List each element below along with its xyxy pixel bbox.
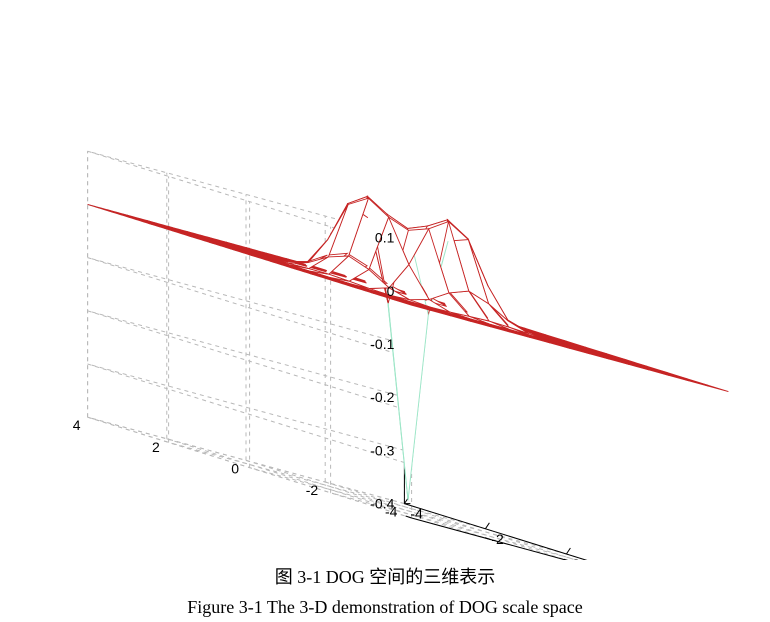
z-tick-label: 0.1: [375, 230, 395, 246]
z-grid-line: [87, 363, 405, 451]
floor-grid-line: [330, 492, 579, 560]
y-axis-line: [411, 517, 568, 560]
surface-cell: [87, 203, 128, 217]
x-axis-line: [404, 503, 588, 560]
z-tick-label: -0.2: [370, 389, 394, 405]
z-grid-line: [87, 257, 405, 345]
z-tick-label: -0.4: [370, 496, 394, 512]
dog-surface: [87, 195, 729, 501]
y-tick-mark: [484, 537, 491, 541]
floor-grid-line: [404, 503, 588, 560]
z-tick-label: -0.1: [370, 336, 394, 352]
y-tick-label: 0: [231, 460, 239, 476]
floor-grid-line: [168, 441, 486, 530]
z-grid-line: [87, 257, 412, 359]
floor-grid-line: [87, 416, 405, 505]
floor-grid-line: [325, 481, 578, 560]
floor-grid-line: [245, 459, 568, 560]
z-grid-line: [87, 150, 405, 239]
x-tick-mark: [484, 522, 490, 530]
x-tick-label: -2: [491, 531, 504, 547]
floor-grid-line: [249, 467, 567, 555]
y-tick-mark: [405, 515, 412, 519]
y-tick-label: -4: [385, 504, 398, 520]
z-tick-label: -0.3: [370, 442, 394, 458]
x-tick-mark: [565, 547, 571, 555]
figure-caption-chinese: 图 3-1 DOG 空间的三维表示: [274, 567, 496, 587]
y-tick-label: 4: [73, 417, 81, 433]
floor-grid-line: [411, 517, 568, 560]
x-tick-label: -4: [410, 506, 423, 522]
figure-caption-english: Figure 3-1 The 3-D demonstration of DOG …: [187, 597, 583, 617]
floor-grid-line: [87, 416, 412, 519]
y-tick-label: -2: [306, 482, 319, 498]
x-tick-label: 0: [572, 556, 580, 560]
floor-grid-line: [166, 438, 491, 541]
z-grid-line: [87, 363, 412, 466]
y-tick-label: 2: [152, 439, 160, 455]
y-tick-mark: [563, 558, 568, 560]
z-tick-label: 0: [387, 283, 395, 299]
z-grid-line: [87, 310, 405, 398]
